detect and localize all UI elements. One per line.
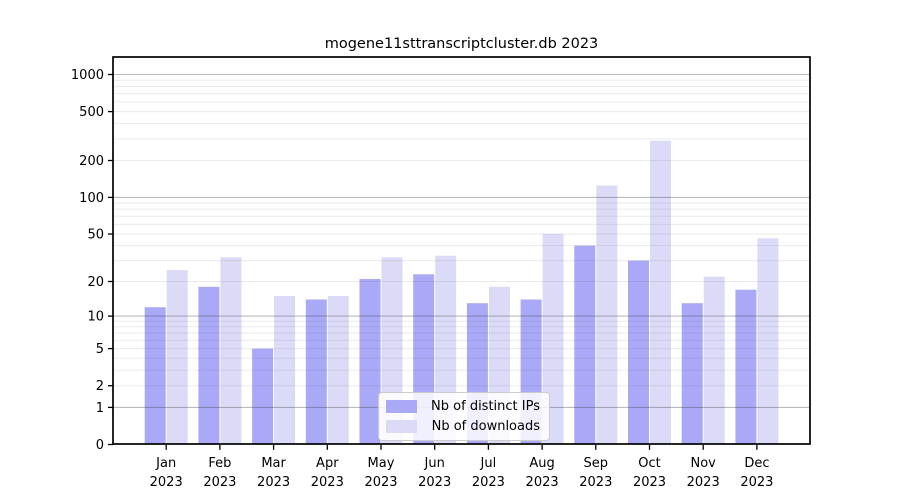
bar-distinct-ips-jan (144, 307, 166, 444)
bar-distinct-ips-may (359, 279, 381, 444)
y-tick-label: 10 (87, 310, 104, 325)
y-tick-label: 1000 (71, 68, 104, 83)
bar-distinct-ips-oct (628, 260, 649, 444)
y-tick-label: 50 (87, 228, 104, 243)
legend-label-distinct-ips: Nb of distinct IPs (431, 399, 540, 414)
y-tick-label: 500 (79, 105, 104, 120)
x-tick-label: Sep 2023 (579, 456, 612, 490)
bar-downloads-jan (166, 270, 188, 444)
x-tick-label: Feb 2023 (203, 456, 236, 490)
x-tick-label: Jun 2023 (418, 456, 451, 490)
y-tick-label: 20 (87, 275, 104, 290)
x-tick-label: Aug 2023 (526, 456, 559, 490)
bar-downloads-feb (220, 257, 242, 444)
legend-swatch-distinct-ips-icon (386, 400, 417, 413)
bar-downloads-dec (757, 238, 779, 444)
x-tick-label: Mar 2023 (257, 456, 290, 490)
bar-downloads-nov (703, 276, 725, 444)
bar-distinct-ips-dec (735, 289, 757, 444)
bar-downloads-aug (542, 234, 564, 444)
y-tick-label: 1 (96, 401, 104, 416)
legend-label-downloads: Nb of downloads (431, 419, 540, 434)
bar-downloads-sep (596, 185, 618, 444)
legend-swatch-downloads-icon (386, 420, 417, 433)
bar-downloads-oct (650, 140, 671, 444)
bar-distinct-ips-sep (574, 245, 596, 444)
bar-distinct-ips-mar (252, 348, 274, 444)
y-tick-label: 5 (96, 342, 104, 357)
bar-downloads-mar (274, 296, 296, 444)
bar-distinct-ips-nov (681, 303, 703, 444)
x-tick-label: Oct 2023 (633, 456, 666, 490)
x-tick-label: Apr 2023 (311, 456, 344, 490)
x-tick-label: Dec 2023 (740, 456, 773, 490)
x-tick-label: May 2023 (364, 456, 397, 490)
legend: Nb of distinct IPs Nb of downloads (378, 392, 550, 441)
chart-title: mogene11sttranscriptcluster.db 2023 (324, 36, 599, 52)
y-tick-label: 2 (96, 379, 104, 394)
plot-frame (112, 56, 811, 445)
y-tick-label: 0 (96, 438, 104, 453)
x-tick-label: Jul 2023 (472, 456, 505, 490)
bar-distinct-ips-apr (305, 299, 327, 444)
bar-downloads-apr (327, 296, 349, 444)
bar-distinct-ips-feb (198, 286, 220, 444)
legend-item-distinct-ips: Nb of distinct IPs (386, 399, 540, 414)
y-tick-label: 200 (79, 154, 104, 169)
x-tick-label: Jan 2023 (150, 456, 183, 490)
y-tick-label: 100 (79, 191, 104, 206)
legend-item-downloads: Nb of downloads (386, 419, 540, 434)
x-tick-label: Nov 2023 (687, 456, 720, 490)
